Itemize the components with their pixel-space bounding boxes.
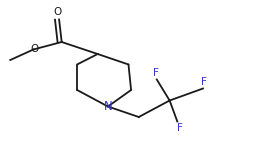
Text: N: N (104, 100, 112, 113)
Text: O: O (31, 44, 39, 54)
Text: O: O (53, 7, 61, 17)
Text: F: F (177, 123, 183, 134)
Text: F: F (201, 76, 207, 87)
Text: F: F (153, 68, 158, 78)
